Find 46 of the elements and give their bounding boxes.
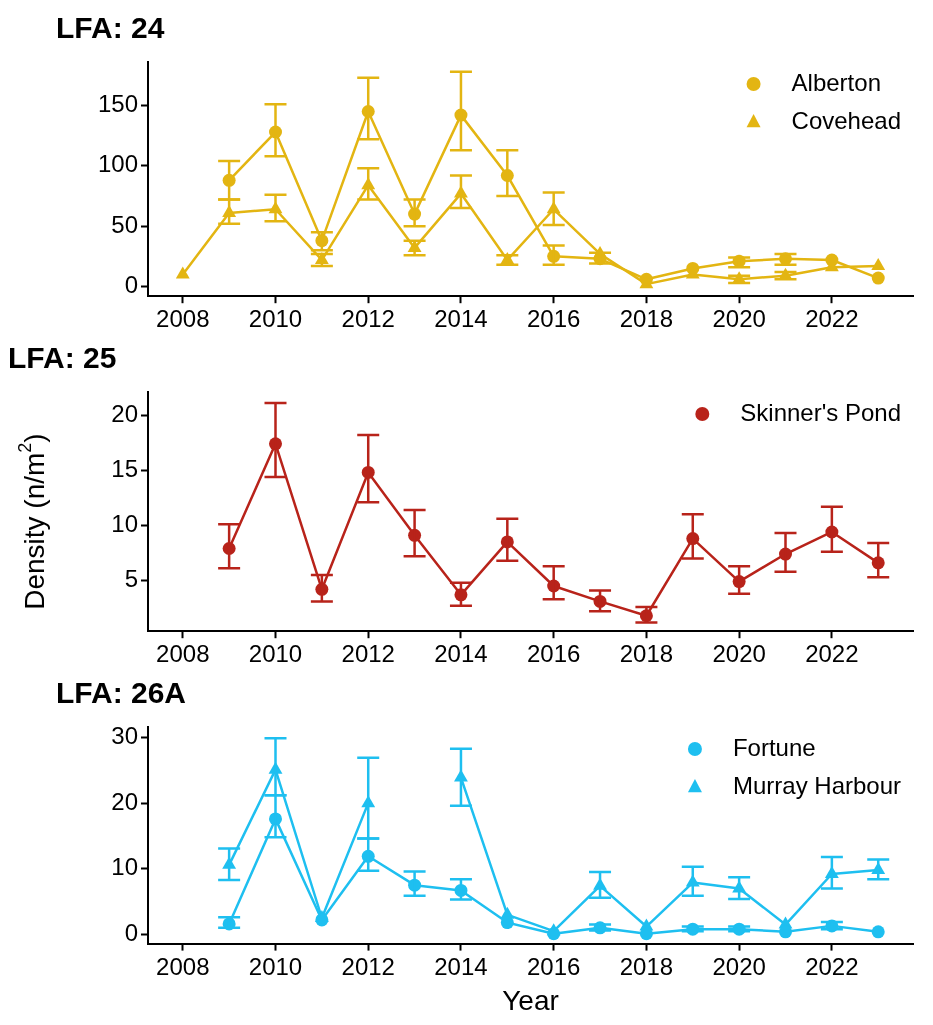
- x-axis-title: Year: [502, 984, 559, 1016]
- x-tick-label: 2012: [341, 305, 395, 333]
- x-tick-label: 2014: [434, 952, 488, 980]
- y-tick-label: 0: [124, 271, 138, 299]
- y-tick-label: 15: [111, 454, 138, 482]
- x-tick-label: 2016: [526, 640, 581, 668]
- y-tick-label: 0: [124, 919, 138, 947]
- chart-title: LFA: 26A: [56, 676, 187, 710]
- x-tick-label: 2022: [805, 305, 859, 333]
- chart-title: LFA: 24: [56, 11, 165, 45]
- y-tick-label: 30: [111, 722, 138, 750]
- y-tick-label: 5: [124, 565, 138, 593]
- legend-label: Skinner's Pond: [740, 398, 902, 426]
- y-axis-title: Density (n/m2): [14, 433, 50, 610]
- x-tick-label: 2012: [341, 952, 395, 980]
- y-tick-label: 10: [111, 853, 138, 881]
- x-tick-label: 2018: [619, 305, 674, 333]
- y-tick-label: 20: [111, 787, 138, 815]
- x-tick-label: 2020: [712, 640, 766, 668]
- x-tick-label: 2020: [712, 305, 766, 333]
- x-tick-label: 2008: [156, 640, 210, 668]
- x-tick-label: 2014: [434, 640, 488, 668]
- legend-label: Murray Harbour: [732, 771, 902, 799]
- x-tick-label: 2016: [526, 305, 581, 333]
- legend-label: Covehead: [791, 106, 901, 134]
- y-tick-label: 20: [111, 399, 138, 427]
- x-tick-label: 2008: [156, 952, 210, 980]
- x-tick-label: 2014: [434, 305, 488, 333]
- x-tick-label: 2010: [248, 952, 303, 980]
- legend-label: Fortune: [732, 733, 816, 761]
- x-tick-label: 2020: [712, 952, 766, 980]
- chart-title: LFA: 25: [8, 341, 117, 375]
- x-tick-label: 2008: [156, 305, 210, 333]
- y-tick-label: 150: [97, 90, 138, 118]
- y-tick-label: 50: [111, 210, 138, 238]
- x-tick-label: 2010: [248, 640, 303, 668]
- x-tick-label: 2022: [805, 952, 859, 980]
- y-tick-label: 10: [111, 510, 138, 537]
- x-tick-label: 2012: [341, 640, 395, 668]
- x-tick-label: 2018: [619, 952, 674, 980]
- legend-label: Alberton: [791, 68, 881, 96]
- y-tick-label: 100: [97, 150, 138, 178]
- x-tick-label: 2018: [619, 640, 674, 668]
- x-tick-label: 2022: [805, 640, 859, 668]
- x-tick-label: 2016: [526, 952, 581, 980]
- x-tick-label: 2010: [248, 305, 303, 333]
